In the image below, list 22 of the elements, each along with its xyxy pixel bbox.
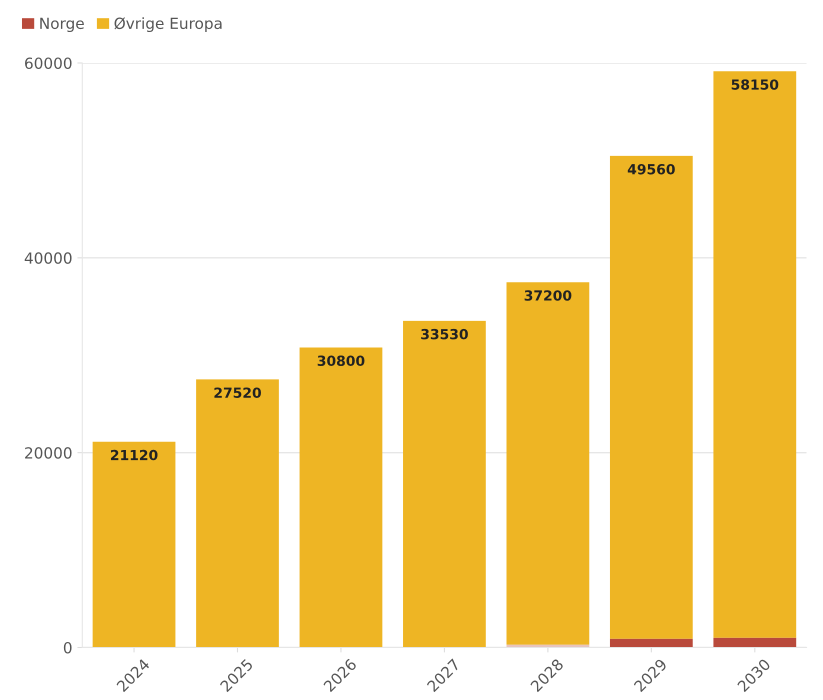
legend-label: Norge — [40, 18, 84, 32]
y-tick-label: 60000 — [25, 57, 72, 70]
data-label: 49560 — [628, 164, 675, 174]
bar — [713, 71, 796, 638]
data-label: 58150 — [732, 79, 778, 90]
bar — [403, 320, 486, 648]
bar — [300, 347, 382, 648]
bar — [713, 638, 796, 648]
data-label: 33530 — [421, 328, 468, 340]
bar — [92, 442, 176, 648]
bar — [506, 282, 590, 645]
bar — [196, 379, 279, 648]
data-label: 37200 — [524, 290, 572, 301]
bar — [610, 156, 693, 639]
y-tick-label: 20000 — [25, 447, 72, 459]
data-label: 21120 — [110, 450, 158, 460]
legend-label: Øvrige Europa — [114, 17, 222, 32]
data-label: 27520 — [214, 387, 261, 398]
data-label: 30800 — [318, 355, 364, 366]
y-tick-label: 40000 — [24, 252, 72, 264]
bar — [610, 638, 693, 648]
y-tick-label: 0 — [64, 642, 72, 654]
